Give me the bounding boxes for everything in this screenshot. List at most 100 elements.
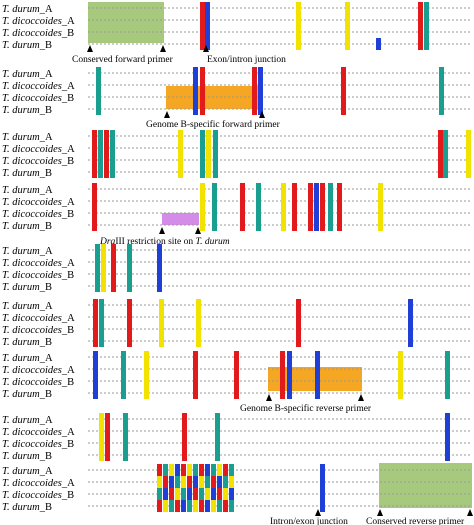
nucleotide-mark bbox=[169, 464, 174, 476]
nucleotide-mark bbox=[199, 464, 204, 476]
genome-b-forward-primer-label: Genome B-specific forward primer bbox=[146, 119, 281, 130]
nucleotide-mark bbox=[196, 299, 201, 311]
nucleotide-mark bbox=[229, 464, 234, 476]
nucleotide-mark bbox=[438, 166, 443, 178]
nucleotide-mark bbox=[320, 207, 325, 219]
sequence-label: T. dicoccoides_B bbox=[2, 28, 74, 39]
nucleotide-mark bbox=[95, 268, 100, 280]
nucleotide-mark bbox=[93, 387, 98, 399]
nucleotide-mark bbox=[175, 476, 180, 488]
sequence-label: T. dicoccoides_A bbox=[2, 427, 75, 438]
nucleotide-mark bbox=[99, 323, 104, 335]
sequence-label: T. durum_B bbox=[2, 40, 52, 51]
nucleotide-mark bbox=[169, 488, 174, 500]
nucleotide-mark bbox=[443, 166, 448, 178]
nucleotide-mark bbox=[110, 166, 115, 178]
nucleotide-mark bbox=[398, 387, 403, 399]
genome-b-forward-primer-box bbox=[166, 86, 263, 109]
nucleotide-mark bbox=[95, 256, 100, 268]
sequence-label: T. dicoccoides_A bbox=[2, 478, 75, 489]
nucleotide-mark bbox=[213, 130, 218, 142]
nucleotide-mark bbox=[296, 14, 301, 26]
labels-layer: T. durum_AT. dicoccoides_AT. dicoccoides… bbox=[2, 4, 75, 513]
nucleotide-mark bbox=[96, 67, 101, 79]
nucleotide-mark bbox=[328, 207, 333, 219]
nucleotide-mark bbox=[200, 195, 205, 207]
nucleotide-mark bbox=[159, 299, 164, 311]
nucleotide-mark bbox=[105, 449, 110, 461]
restriction-site-box bbox=[162, 213, 199, 225]
nucleotide-mark bbox=[169, 500, 174, 512]
sequence-label: T. dicoccoides_B bbox=[2, 93, 74, 104]
nucleotide-mark bbox=[193, 79, 198, 91]
nucleotide-mark bbox=[178, 154, 183, 166]
nucleotide-mark bbox=[296, 2, 301, 14]
nucleotide-mark bbox=[320, 488, 325, 500]
nucleotide-mark bbox=[200, 219, 205, 231]
nucleotide-mark bbox=[178, 142, 183, 154]
nucleotide-mark bbox=[445, 351, 450, 363]
nucleotide-mark bbox=[200, 79, 205, 91]
nucleotide-mark bbox=[205, 464, 210, 476]
nucleotide-mark bbox=[424, 26, 429, 38]
sequence-label: T. dicoccoides_A bbox=[2, 197, 75, 208]
nucleotide-mark bbox=[211, 464, 216, 476]
nucleotide-mark bbox=[181, 500, 186, 512]
nucleotide-mark bbox=[163, 500, 168, 512]
arrow-up-icon bbox=[467, 509, 473, 516]
nucleotide-mark bbox=[337, 195, 342, 207]
nucleotide-mark bbox=[314, 195, 319, 207]
nucleotide-mark bbox=[341, 91, 346, 103]
nucleotide-mark bbox=[296, 335, 301, 347]
arrow-up-icon bbox=[195, 227, 201, 234]
sequence-label: T. durum_A bbox=[2, 415, 53, 426]
nucleotide-mark bbox=[287, 375, 292, 387]
nucleotide-mark bbox=[217, 464, 222, 476]
nucleotide-mark bbox=[200, 183, 205, 195]
nucleotide-mark bbox=[99, 311, 104, 323]
nucleotide-mark bbox=[287, 387, 292, 399]
nucleotide-mark bbox=[328, 183, 333, 195]
restriction-site-annotation: DraIII restriction site on T. durum bbox=[99, 227, 230, 247]
nucleotide-mark bbox=[234, 375, 239, 387]
nucleotide-mark bbox=[378, 207, 383, 219]
restriction-site-label: DraIII restriction site on T. durum bbox=[99, 237, 230, 247]
nucleotide-mark bbox=[213, 154, 218, 166]
nucleotide-mark bbox=[200, 130, 205, 142]
arrow-up-icon bbox=[164, 111, 170, 118]
nucleotide-mark bbox=[193, 464, 198, 476]
nucleotide-mark bbox=[200, 2, 205, 14]
nucleotide-mark bbox=[196, 323, 201, 335]
sequence-label: T. dicoccoides_A bbox=[2, 365, 75, 376]
nucleotide-mark bbox=[258, 67, 263, 79]
nucleotide-mark bbox=[206, 166, 211, 178]
nucleotide-mark bbox=[175, 488, 180, 500]
nucleotide-mark bbox=[439, 91, 444, 103]
nucleotide-mark bbox=[92, 142, 97, 154]
nucleotide-mark bbox=[281, 183, 286, 195]
nucleotide-mark bbox=[345, 14, 350, 26]
nucleotide-mark bbox=[308, 207, 313, 219]
nucleotide-mark bbox=[110, 130, 115, 142]
nucleotide-mark bbox=[341, 103, 346, 115]
nucleotide-mark bbox=[337, 219, 342, 231]
nucleotide-mark bbox=[163, 488, 168, 500]
nucleotide-mark bbox=[121, 387, 126, 399]
nucleotide-mark bbox=[223, 464, 228, 476]
nucleotide-mark bbox=[205, 14, 210, 26]
sequence-label: T. dicoccoides_B bbox=[2, 156, 74, 167]
nucleotide-mark bbox=[92, 219, 97, 231]
nucleotide-mark bbox=[104, 142, 109, 154]
nucleotide-mark bbox=[376, 38, 381, 50]
nucleotide-mark bbox=[445, 425, 450, 437]
nucleotide-mark bbox=[96, 79, 101, 91]
nucleotide-mark bbox=[123, 437, 128, 449]
nucleotide-mark bbox=[200, 154, 205, 166]
sequence-label: T. dicoccoides_A bbox=[2, 16, 75, 27]
sequence-label: T. dicoccoides_B bbox=[2, 209, 74, 220]
nucleotide-mark bbox=[211, 488, 216, 500]
nucleotide-mark bbox=[123, 425, 128, 437]
nucleotide-mark bbox=[205, 500, 210, 512]
nucleotide-mark bbox=[408, 323, 413, 335]
nucleotide-mark bbox=[200, 103, 205, 115]
